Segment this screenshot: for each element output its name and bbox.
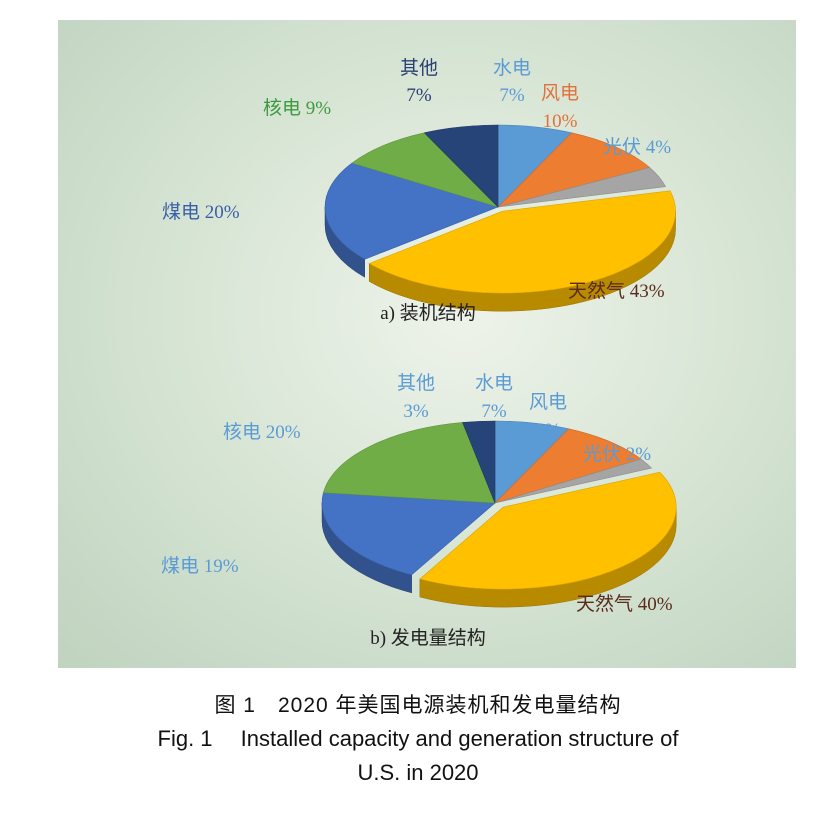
slice-label-other-name: 其他 (397, 372, 435, 394)
slice-label-other-value: 7% (406, 85, 432, 106)
caption-english: Fig. 1 Installed capacity and generation… (0, 722, 836, 790)
slice-label-other-value: 3% (403, 401, 429, 422)
pie-slice-solar (497, 167, 667, 208)
slice-label-coal: 煤电 19% (161, 555, 239, 577)
pie-charts: 水电 7% 风电 10% 光伏 4% 天然气 43% 煤电 20% 核电 9% 其他 7% a) 装… (161, 57, 677, 649)
caption-english-line1: Fig. 1 Installed capacity and generation… (157, 726, 679, 751)
slice-label-solar: 光伏 4% (603, 136, 671, 158)
pie-chart-b: 水电 7% 风电 9% 光伏 2% 天然气 40% 煤电 19% 核电 20% 其他 3% b) 发… (161, 372, 677, 649)
pie-slice-coal (324, 162, 499, 260)
chart-title: b) 发电量结构 (370, 627, 486, 649)
pie-chart-a: 水电 7% 风电 10% 光伏 4% 天然气 43% 煤电 20% 核电 9% 其他 7% a) 装… (162, 57, 676, 324)
slice-label-hydro-name: 水电 (475, 372, 513, 394)
slice-label-wind-name: 风电 (529, 391, 567, 413)
slice-label-wind-name: 风电 (541, 82, 579, 104)
slice-label-wind-value: 9% (535, 420, 561, 441)
slice-label-hydro-value: 7% (481, 401, 507, 422)
caption-chinese: 图 1 2020 年美国电源装机和发电量结构 (214, 694, 622, 717)
slice-label-hydro-name: 水电 (493, 57, 531, 79)
slice-label-nuclear: 核电 9% (263, 97, 331, 119)
caption-english-line2: U.S. in 2020 (357, 760, 479, 785)
slice-label-solar: 光伏 2% (583, 443, 651, 465)
slice-label-nuclear: 核电 20% (223, 421, 301, 443)
pie-slice-wind (494, 428, 642, 504)
figure-caption: 图 1 2020 年美国电源装机和发电量结构 Fig. 1 Installed … (0, 690, 836, 790)
pie-slice-gas (368, 190, 676, 294)
pie-slice-solar (494, 458, 653, 504)
pie-slice-other (462, 420, 496, 504)
slice-label-gas: 天然气 43% (568, 280, 665, 302)
slice-label-hydro-value: 7% (499, 85, 525, 106)
pie-slice-gas (419, 471, 677, 590)
slice-label-gas: 天然气 40% (576, 593, 673, 615)
slice-label-coal: 煤电 20% (162, 201, 240, 223)
pie-slice-wind (497, 132, 651, 208)
pie-slice-nuclear (322, 422, 496, 504)
pie-slice-other (423, 124, 499, 208)
pie-slice-coal (321, 492, 496, 576)
slice-label-wind-value: 10% (543, 111, 578, 132)
figure-panel: 水电 7% 风电 10% 光伏 4% 天然气 43% 煤电 20% 核电 9% 其他 7% a) 装… (58, 20, 796, 668)
pie-slice-nuclear (351, 132, 499, 208)
slice-label-other-name: 其他 (400, 57, 438, 79)
chart-title: a) 装机结构 (380, 302, 476, 324)
